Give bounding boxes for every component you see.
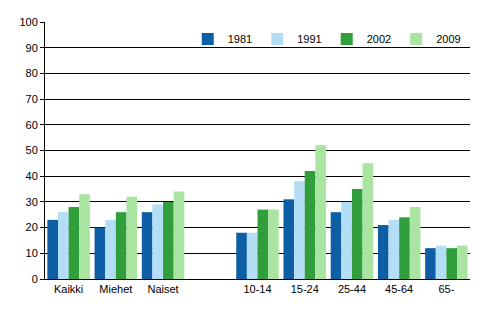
svg-text:30: 30 [26,196,38,208]
svg-text:2009: 2009 [436,33,460,45]
svg-text:65-: 65- [438,283,454,295]
svg-text:1981: 1981 [228,33,252,45]
svg-text:2002: 2002 [367,33,391,45]
svg-text:15-24: 15-24 [291,283,319,295]
svg-text:60: 60 [26,119,38,131]
svg-text:70: 70 [26,93,38,105]
svg-text:45-64: 45-64 [385,283,413,295]
svg-text:20: 20 [26,221,38,233]
svg-text:Kaikki: Kaikki [54,283,83,295]
svg-text:100: 100 [19,16,37,28]
svg-text:25-44: 25-44 [338,283,366,295]
svg-text:80: 80 [26,67,38,79]
svg-text:40: 40 [26,170,38,182]
svg-text:0: 0 [32,273,38,285]
svg-text:10-14: 10-14 [243,283,271,295]
svg-text:10: 10 [26,247,38,259]
svg-text:50: 50 [26,144,38,156]
svg-text:1991: 1991 [297,33,321,45]
svg-text:Miehet: Miehet [99,283,132,295]
svg-text:90: 90 [26,42,38,54]
svg-text:Naiset: Naiset [147,283,178,295]
